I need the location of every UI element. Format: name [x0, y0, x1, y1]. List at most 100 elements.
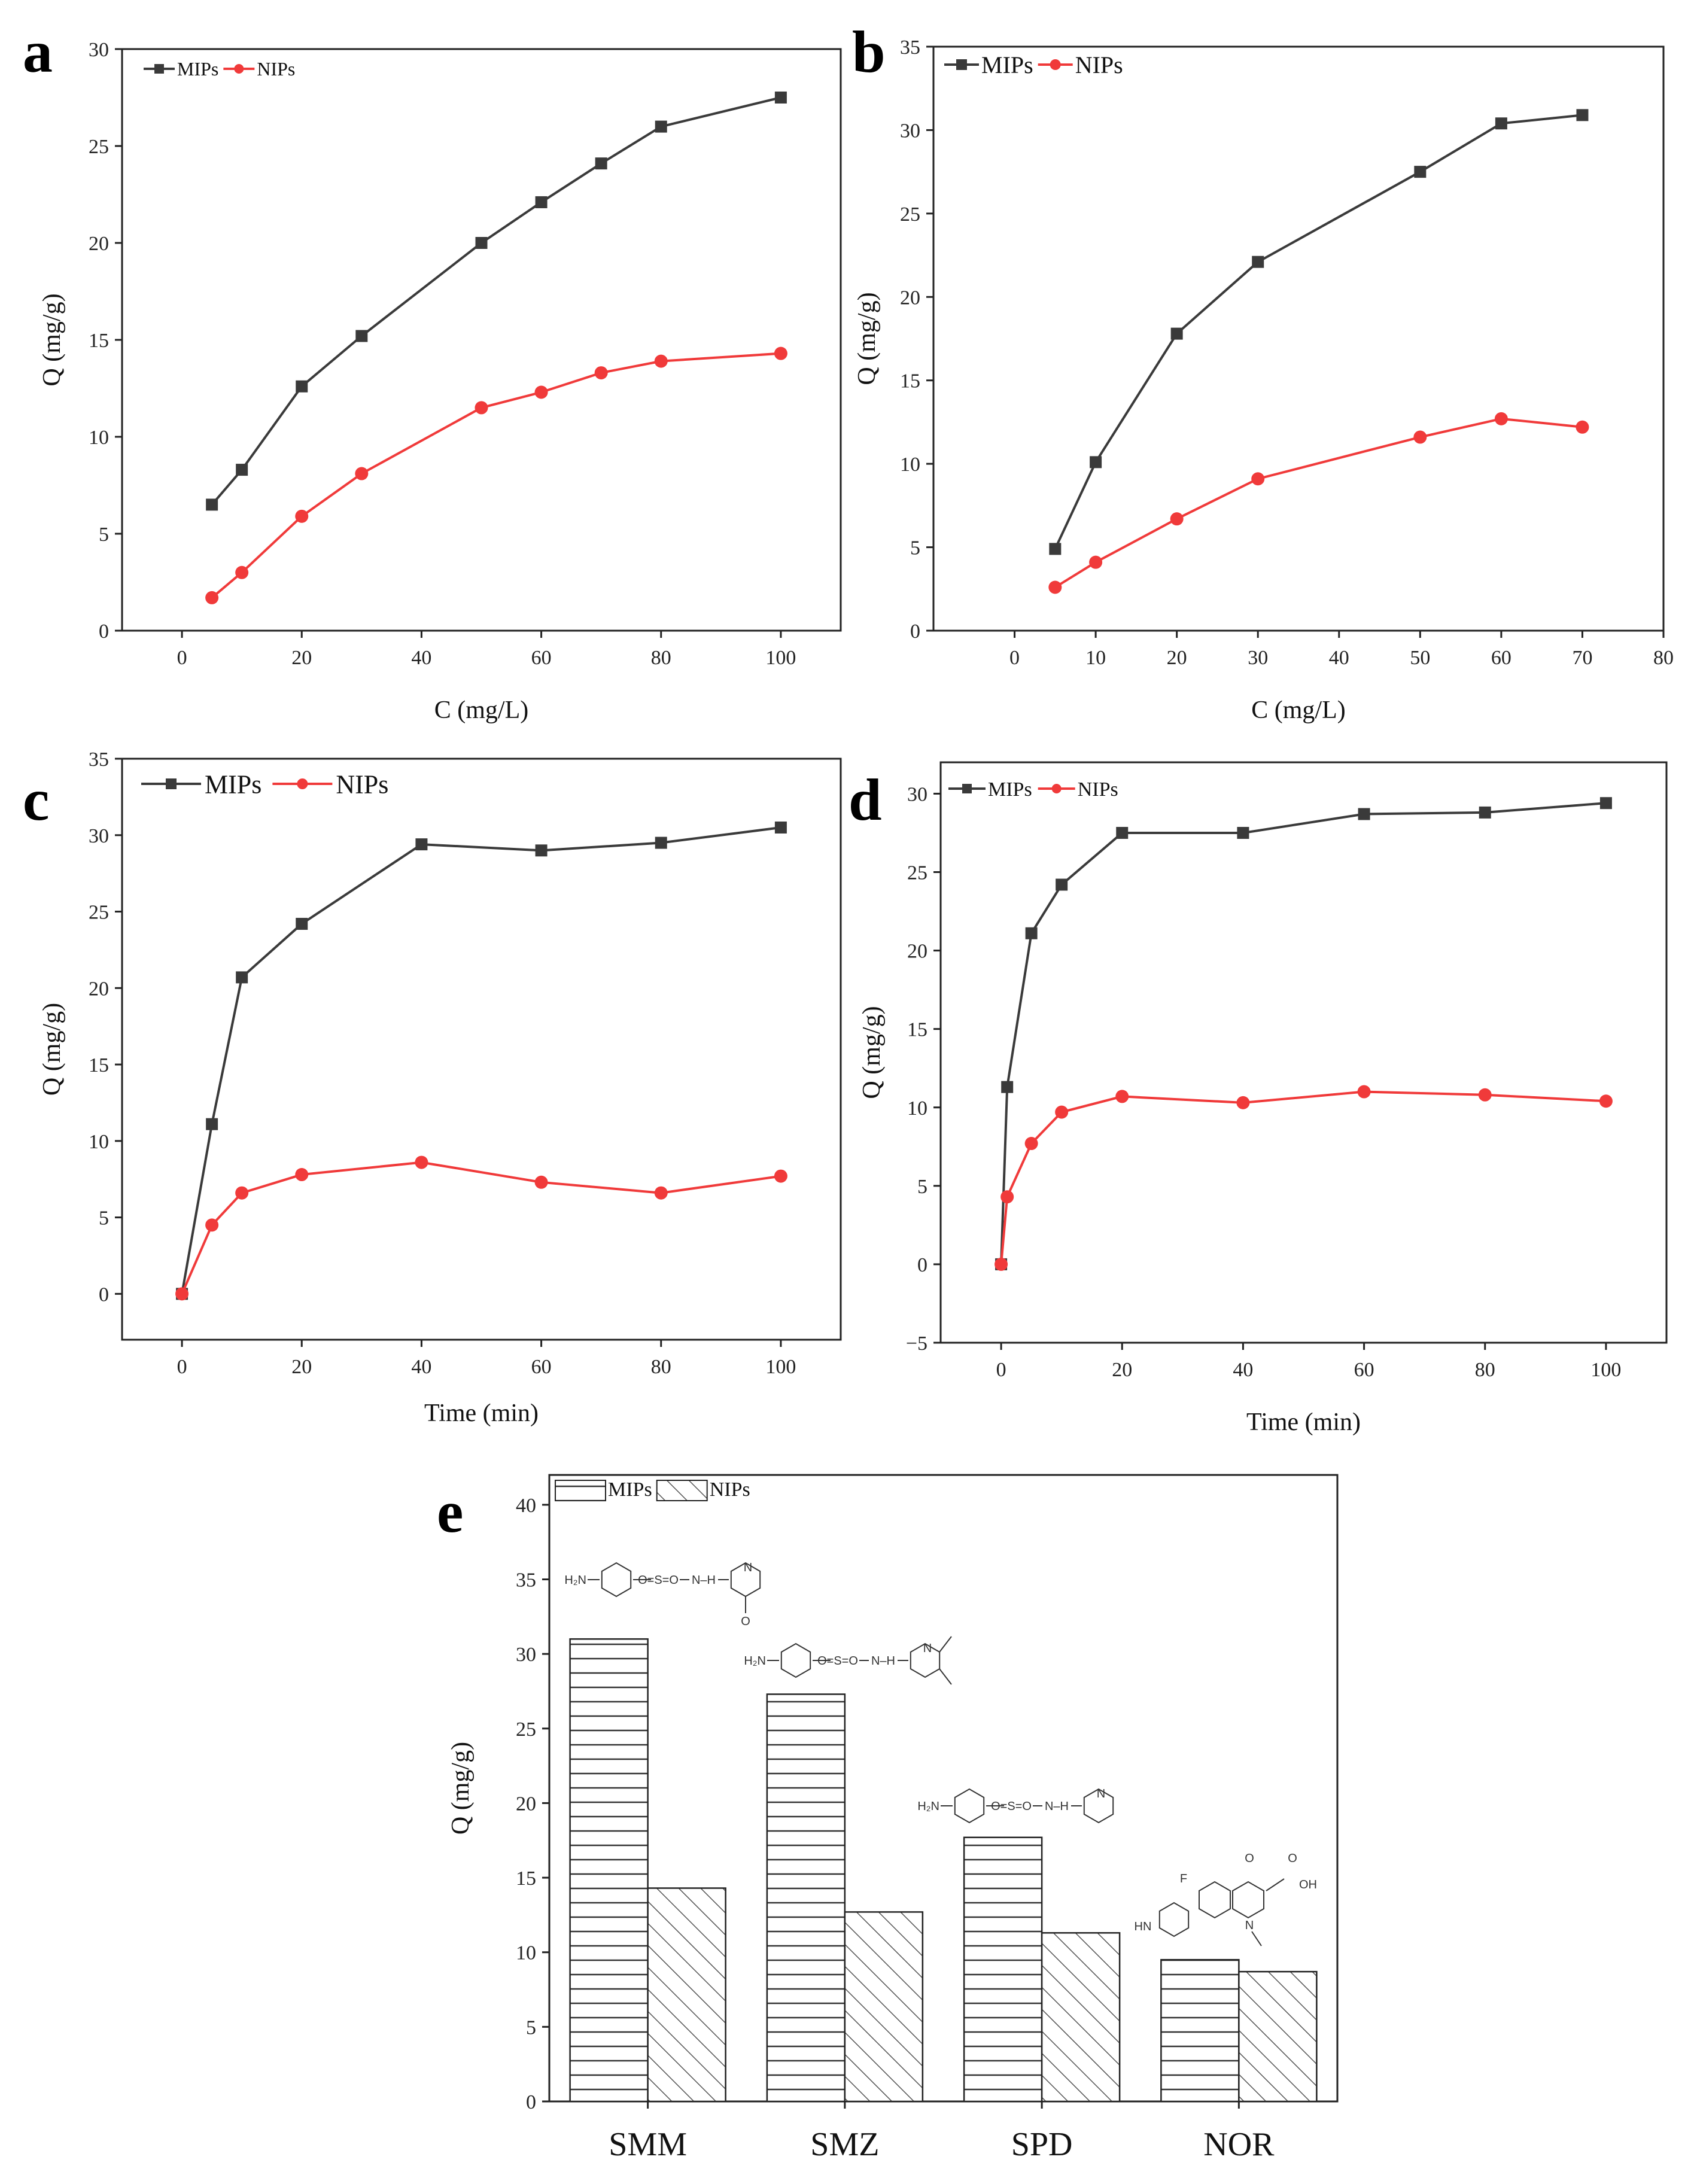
x-tick-label: 100 [765, 1356, 796, 1378]
data-point-nips [1236, 1096, 1250, 1109]
data-point-mips [655, 837, 667, 849]
x-tick-label: 100 [765, 647, 796, 669]
y-tick-label: 20 [89, 978, 109, 1000]
y-tick-label: 40 [516, 1495, 536, 1517]
chem-label: N [1097, 1787, 1105, 1800]
x-tick-label: 40 [1233, 1359, 1253, 1381]
legend-marker [166, 778, 177, 789]
y-axis-title: Q (mg/g) [38, 293, 66, 386]
bar-nips [647, 1887, 726, 2103]
x-tick-label: 0 [177, 647, 187, 669]
legend-marker [234, 64, 244, 74]
chem-label: HN [1135, 1920, 1152, 1933]
data-point-nips [1413, 430, 1427, 444]
x-tick-label: 20 [1167, 647, 1187, 669]
series-line-nips [1054, 417, 1583, 589]
y-axis-title: Q (mg/g) [858, 1006, 886, 1099]
data-point-nips [235, 1186, 249, 1200]
legend-swatch [555, 1480, 606, 1501]
ring [954, 1788, 985, 1824]
data-point-mips [1599, 797, 1612, 810]
y-tick-label: 5 [526, 2016, 536, 2039]
chem-label: H₂N [917, 1800, 939, 1813]
legend-marker [154, 64, 164, 74]
x-tick-label: 70 [1572, 647, 1592, 669]
legend-label: NIPs [257, 58, 295, 80]
chem-label: N–H [692, 1574, 716, 1587]
y-tick-label: 30 [516, 1644, 536, 1666]
x-tick-label: 0 [996, 1359, 1006, 1381]
panel-a: a 0 5 10 15 20 25 30 Q (mg/g) 0 20 40 60 80 100 C (mg/L… [23, 19, 842, 724]
y-tick-label: 35 [900, 36, 920, 59]
data-point-nips [1251, 472, 1265, 486]
category-label: NOR [1203, 2126, 1275, 2163]
x-tick-label: 60 [1491, 647, 1511, 669]
x-tick-label: 20 [1112, 1359, 1132, 1381]
panel-letter: e [437, 1479, 463, 1545]
chem-label: N [1245, 1919, 1254, 1932]
data-point-mips [1495, 117, 1507, 130]
data-point-nips [534, 385, 548, 399]
data-point-mips [774, 92, 787, 104]
panel-e: e 0 5 10 15 20 25 30 35 40 Q (mg/g) SMM SMZ SPD NOR MIP… [437, 1474, 1339, 2163]
y-tick-label: 30 [89, 825, 109, 847]
y-tick-label: 25 [900, 203, 920, 226]
y-tick-label: 35 [516, 1569, 536, 1592]
data-point-mips [1025, 927, 1038, 939]
data-point-mips [236, 971, 248, 984]
category-label: SMZ [810, 2126, 879, 2163]
data-point-nips [654, 1186, 668, 1200]
data-point-mips [1090, 456, 1102, 469]
data-point-nips [774, 1169, 787, 1183]
y-tick-label: 0 [526, 2091, 536, 2113]
legend-label: MIPs [205, 769, 261, 799]
chem-label: OH [1299, 1878, 1317, 1891]
legend-marker [297, 778, 308, 789]
chem-label: N [744, 1561, 752, 1574]
x-tick-label: 30 [1248, 647, 1268, 669]
y-tick-label: 10 [900, 454, 920, 476]
y-tick-label: 15 [89, 1054, 109, 1076]
data-point-mips [1116, 826, 1129, 839]
y-tick-label: 5 [910, 537, 920, 559]
x-tick-label: 40 [411, 647, 431, 669]
data-point-mips [1358, 808, 1370, 820]
series-line-mips [211, 96, 781, 506]
legend-marker [1051, 784, 1062, 793]
bar-mips [963, 1836, 1043, 2103]
x-tick-label: 80 [651, 647, 671, 669]
data-point-mips [1049, 543, 1062, 555]
data-point-mips [655, 120, 667, 133]
y-tick-label: 20 [907, 941, 927, 963]
x-tick-label: 80 [1653, 647, 1674, 669]
legend-label: MIPs [177, 58, 218, 80]
ring [1199, 1881, 1231, 1919]
chem-label: F [1180, 1872, 1187, 1885]
chem-label: O=S=O [817, 1654, 858, 1668]
data-point-nips [1000, 1190, 1014, 1204]
x-tick-label: 20 [291, 647, 312, 669]
legend-label: NIPs [336, 769, 388, 799]
chem-label: N [923, 1642, 932, 1655]
y-tick-label: 5 [99, 524, 109, 546]
data-point-mips [535, 844, 548, 857]
panel-b: b 0 5 10 15 20 25 30 35 Q (mg/g) 0 10 20 30 40 50 60 70 80… [852, 19, 1674, 724]
x-tick-label: 50 [1410, 647, 1430, 669]
chem-label: O [1245, 1852, 1254, 1865]
panel-d: d −5 0 5 10 15 20 25 30 Q (mg/g) 0 20 40 60 80 100 Time … [848, 761, 1668, 1436]
bar-nips [1238, 1970, 1318, 2103]
y-tick-label: 10 [89, 1131, 109, 1153]
data-point-mips [1237, 826, 1249, 839]
data-point-nips [205, 1218, 219, 1232]
series-line-nips [1000, 1090, 1607, 1265]
legend-label: MIPs [981, 51, 1033, 78]
legend-label: NIPs [1078, 778, 1118, 801]
x-tick-label: 80 [1475, 1359, 1495, 1381]
y-tick-label: 15 [516, 1867, 536, 1890]
y-tick-label: 10 [907, 1097, 927, 1120]
x-tick-label: 100 [1590, 1359, 1621, 1381]
y-tick-label: 20 [516, 1793, 536, 1815]
plot-frame [121, 48, 842, 632]
y-tick-label: 30 [900, 120, 920, 142]
